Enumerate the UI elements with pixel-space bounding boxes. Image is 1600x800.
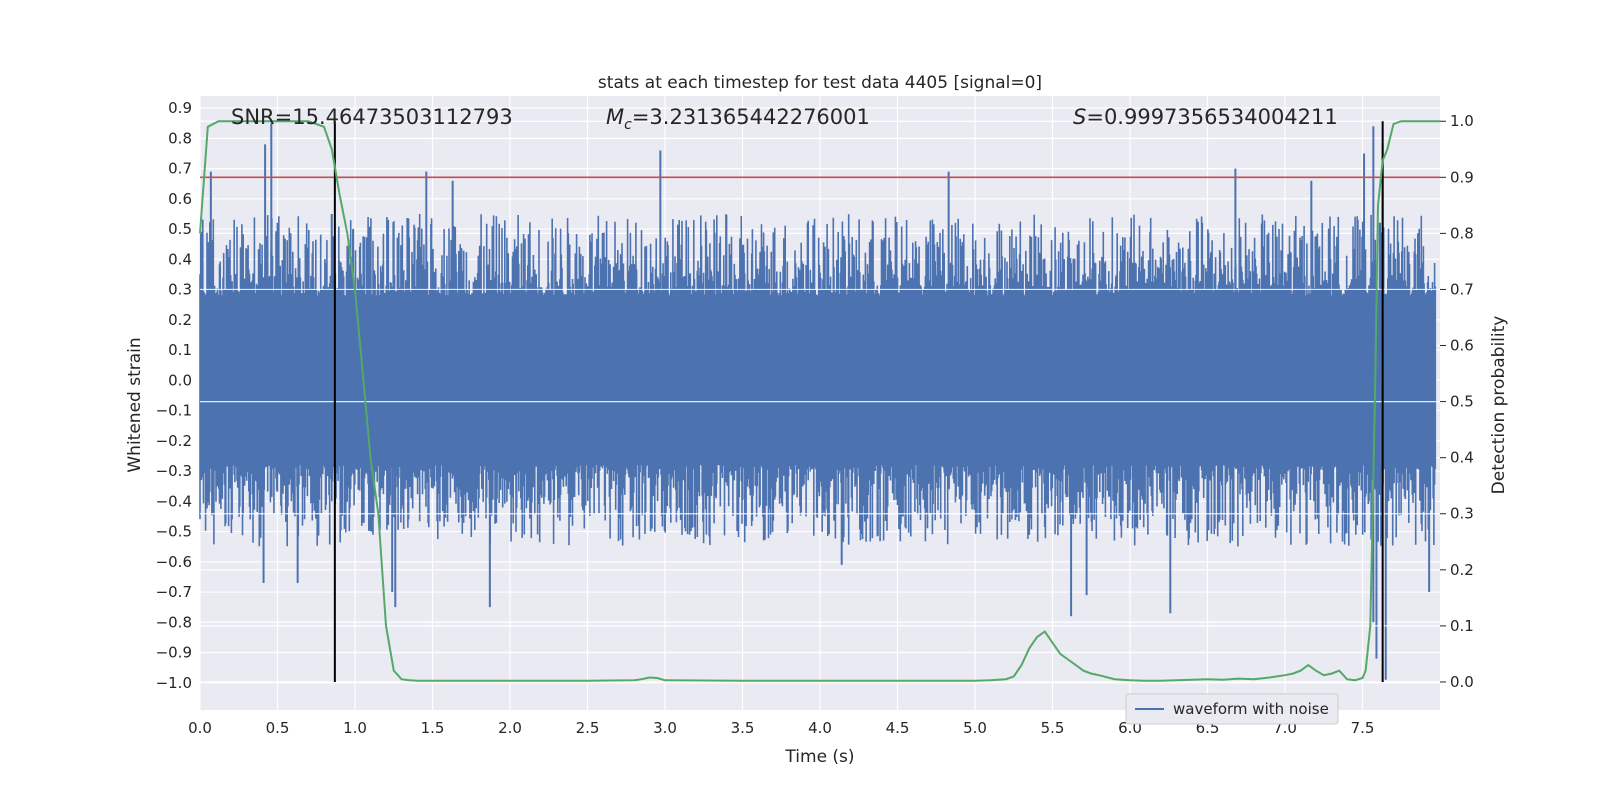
- y-axis-left-label: Whitened strain: [125, 337, 145, 472]
- y-right-tick-label: 0.0: [1450, 673, 1474, 691]
- y-right-tick-label: 0.5: [1450, 393, 1474, 411]
- y-left-tick-label: −1.0: [156, 674, 192, 692]
- legend: waveform with noise: [1126, 694, 1338, 724]
- x-tick-label: 3.5: [731, 719, 755, 737]
- x-tick-label: 1.5: [421, 719, 445, 737]
- y-right-tick-label: 0.2: [1450, 561, 1474, 579]
- y-left-tick-label: 0.6: [168, 190, 192, 208]
- y-left-tick-label: −0.7: [156, 583, 192, 601]
- y-right-tick-label: 0.7: [1450, 280, 1474, 298]
- y-left-tick-label: −0.6: [156, 553, 192, 571]
- y-left-tick-label: 0.8: [168, 129, 192, 147]
- x-tick-label: 3.0: [653, 719, 677, 737]
- x-tick-label: 5.0: [963, 719, 987, 737]
- x-tick-label: 0.0: [188, 719, 212, 737]
- x-tick-label: 5.5: [1041, 719, 1065, 737]
- y-right-tick-label: 0.6: [1450, 337, 1474, 355]
- y-left-tick-label: 0.9: [168, 99, 192, 117]
- x-tick-label: 4.5: [886, 719, 910, 737]
- y-left-tick-label: 0.5: [168, 220, 192, 238]
- s-symbol: S: [1073, 105, 1086, 129]
- chirp-mass-annotation: Mc=3.231365442276001: [606, 105, 870, 133]
- y-left-tick-label: −0.9: [156, 644, 192, 662]
- x-tick-label: 4.0: [808, 719, 832, 737]
- snr-annotation: SNR=15.46473503112793: [231, 105, 513, 129]
- y-right-tick-labels: 1.0 0.9 0.8 0.7 0.6 0.5 0.4 0.3 0.2 0.1 0.0: [1440, 112, 1474, 691]
- y-left-tick-label: 0.4: [168, 250, 192, 268]
- y-right-tick-label: 0.8: [1450, 224, 1474, 242]
- y-left-tick-label: −0.4: [156, 492, 192, 510]
- y-right-tick-label: 1.0: [1450, 112, 1474, 130]
- legend-label-waveform: waveform with noise: [1173, 700, 1329, 718]
- y-left-tick-label: 0.0: [168, 371, 192, 389]
- chirp-mass-symbol: M: [606, 105, 624, 129]
- s-value: =0.9997356534004211: [1086, 105, 1337, 129]
- waveform-core: [200, 296, 1435, 465]
- y-right-tick-label: 0.3: [1450, 505, 1474, 523]
- y-right-tick-label: 0.1: [1450, 617, 1474, 635]
- y-axis-right-label: Detection probability: [1489, 316, 1509, 495]
- y-left-tick-label: 0.1: [168, 341, 192, 359]
- y-right-tick-label: 0.4: [1450, 449, 1474, 467]
- x-tick-label: 2.0: [498, 719, 522, 737]
- x-tick-label: 0.5: [266, 719, 290, 737]
- y-left-tick-label: −0.2: [156, 432, 192, 450]
- y-left-tick-labels: 0.9 0.8 0.7 0.6 0.5 0.4 0.3 0.2 0.1 0.0 −0.1 −0.2 −0…: [156, 99, 192, 692]
- chirp-mass-value: =3.231365442276001: [632, 105, 870, 129]
- x-tick-label: 2.5: [576, 719, 600, 737]
- y-left-tick-label: −0.3: [156, 462, 192, 480]
- x-axis-label: Time (s): [784, 747, 854, 767]
- y-left-tick-label: 0.2: [168, 311, 192, 329]
- x-tick-label: 7.5: [1351, 719, 1375, 737]
- chart-title: stats at each timestep for test data 440…: [598, 73, 1042, 93]
- y-left-tick-label: −0.5: [156, 523, 192, 541]
- y-left-tick-label: −0.1: [156, 402, 192, 420]
- y-left-tick-label: 0.7: [168, 160, 192, 178]
- y-left-tick-label: −0.8: [156, 613, 192, 631]
- y-right-tick-label: 0.9: [1450, 168, 1474, 186]
- y-left-tick-label: 0.3: [168, 281, 192, 299]
- x-tick-label: 1.0: [343, 719, 367, 737]
- chart: 0.0 0.5 1.0 1.5 2.0 2.5 3.0 3.5 4.0 4.5 5.0 5.5 6.0 6…: [0, 0, 1600, 800]
- s-annotation: S=0.9997356534004211: [1073, 105, 1338, 129]
